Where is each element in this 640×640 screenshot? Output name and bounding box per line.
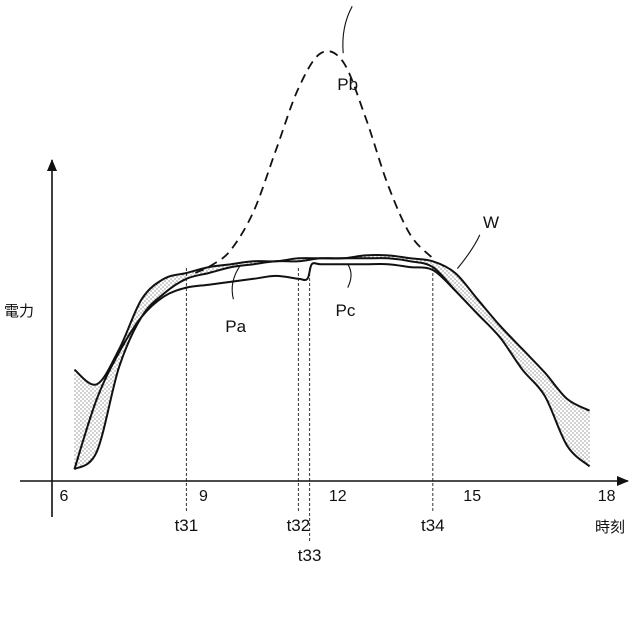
marker-label-t32: t32 [287, 516, 311, 535]
x-tick-label: 15 [463, 488, 481, 505]
y-axis-title: 電力 [4, 303, 34, 320]
series-pb-line [195, 51, 432, 273]
leader-pc [348, 264, 351, 287]
x-tick-labels: 6 9 12 15 18 [60, 488, 616, 505]
leader-w [457, 235, 479, 269]
leader-pb [343, 6, 352, 53]
x-tick-label: 6 [60, 488, 69, 505]
curve-label-pa: Pa [225, 317, 246, 336]
x-tick-label: 9 [199, 488, 208, 505]
curve-label-w: W [483, 213, 499, 232]
leader-pa [232, 266, 240, 300]
curve-label-pb: Pb [337, 75, 358, 94]
x-tick-label: 12 [329, 488, 347, 505]
curve-label-pc: Pc [336, 301, 356, 320]
x-tick-label: 18 [598, 488, 616, 505]
marker-label-t31: t31 [175, 516, 199, 535]
series-w-line [74, 255, 589, 411]
series-pc-line [74, 263, 455, 469]
marker-label-t33: t33 [298, 546, 322, 565]
marker-label-t34: t34 [421, 516, 445, 535]
x-axis-title: 時刻 [595, 519, 625, 536]
time-marker-lines [186, 268, 432, 542]
curves [74, 51, 589, 469]
